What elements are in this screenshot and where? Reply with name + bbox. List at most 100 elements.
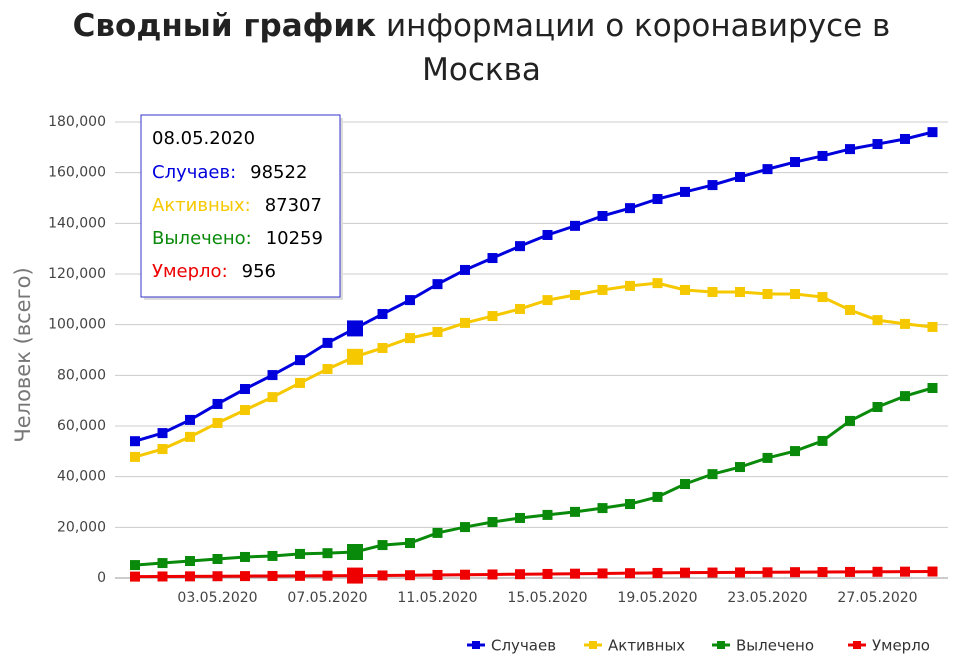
point <box>707 469 718 480</box>
x-tick-label: 03.05.2020 <box>177 590 257 606</box>
point <box>347 320 363 337</box>
point <box>240 405 250 416</box>
point <box>267 570 278 581</box>
point <box>927 321 938 332</box>
legend-marker <box>472 641 480 649</box>
point <box>872 566 883 577</box>
point <box>157 571 168 582</box>
point <box>460 317 470 328</box>
point <box>900 566 910 577</box>
point <box>570 290 580 301</box>
point <box>157 428 168 439</box>
point <box>707 286 718 297</box>
series-line <box>134 570 933 579</box>
point <box>570 568 580 579</box>
point <box>845 144 855 155</box>
tooltip-box <box>140 114 341 298</box>
point <box>487 311 498 322</box>
tooltip-value: 87307 <box>265 195 322 216</box>
tooltip-label: Активных: <box>152 195 251 216</box>
point <box>872 139 883 150</box>
x-tick-label: 27.05.2020 <box>837 590 917 606</box>
y-tick-label: 120,000 <box>48 266 106 282</box>
point <box>652 278 663 289</box>
point <box>240 571 250 582</box>
point <box>347 544 363 561</box>
point <box>762 567 773 578</box>
point <box>570 506 580 517</box>
point <box>762 289 773 300</box>
y-tick-label: 180,000 <box>48 114 106 130</box>
point <box>432 527 443 538</box>
y-tick-label: 80,000 <box>57 367 106 383</box>
point <box>322 364 333 374</box>
point <box>432 279 443 290</box>
point <box>817 292 828 303</box>
y-tick-label: 100,000 <box>48 317 106 333</box>
point <box>267 550 278 561</box>
point <box>597 284 608 295</box>
y-tick-label: 40,000 <box>57 469 106 485</box>
point <box>817 150 828 161</box>
point <box>432 569 443 580</box>
point <box>377 309 388 320</box>
point <box>185 556 195 567</box>
point <box>212 571 223 582</box>
point <box>872 402 883 412</box>
x-tick-label: 19.05.2020 <box>617 590 697 606</box>
point <box>735 286 745 297</box>
point <box>130 436 140 447</box>
x-tick-label: 15.05.2020 <box>507 590 587 606</box>
point <box>735 567 745 578</box>
tooltip-label: Случаев: <box>152 162 236 183</box>
point <box>790 289 800 300</box>
point <box>817 435 828 446</box>
point <box>542 295 553 306</box>
point <box>185 431 195 442</box>
point <box>322 548 333 559</box>
y-tick-label: 60,000 <box>57 418 106 434</box>
point <box>597 568 608 579</box>
point <box>295 377 305 388</box>
point <box>185 571 195 582</box>
legend-label: Случаев <box>491 637 556 655</box>
point <box>900 318 910 329</box>
x-tick-label: 07.05.2020 <box>287 590 367 606</box>
point <box>322 570 333 581</box>
point <box>680 479 690 490</box>
point <box>927 566 938 577</box>
x-tick-label: 11.05.2020 <box>397 590 477 606</box>
point <box>515 303 525 314</box>
point <box>845 566 855 577</box>
point <box>680 284 690 295</box>
point <box>735 462 745 473</box>
point <box>790 567 800 578</box>
point <box>707 180 718 191</box>
legend-item: Вылечено <box>712 637 814 655</box>
point <box>267 370 278 381</box>
point <box>347 567 363 584</box>
point <box>845 415 855 426</box>
point <box>597 503 608 514</box>
point <box>515 241 525 252</box>
point <box>790 446 800 457</box>
tooltip-value: 10259 <box>266 228 323 249</box>
point <box>130 451 140 462</box>
point <box>377 570 388 581</box>
title-bold: Сводный график <box>72 8 377 44</box>
tooltip-title: 08.05.2020 <box>152 128 255 149</box>
point <box>652 194 663 205</box>
point <box>405 333 415 344</box>
point <box>130 571 140 582</box>
point <box>652 491 663 502</box>
point <box>625 499 635 510</box>
point <box>680 567 690 578</box>
point <box>625 203 635 214</box>
legend-label: Вылечено <box>736 637 814 655</box>
point <box>515 569 525 580</box>
legend-label: Активных <box>608 637 685 655</box>
tooltip-value: 98522 <box>250 162 307 183</box>
legend-item: Случаев <box>467 637 556 655</box>
point <box>652 567 663 578</box>
